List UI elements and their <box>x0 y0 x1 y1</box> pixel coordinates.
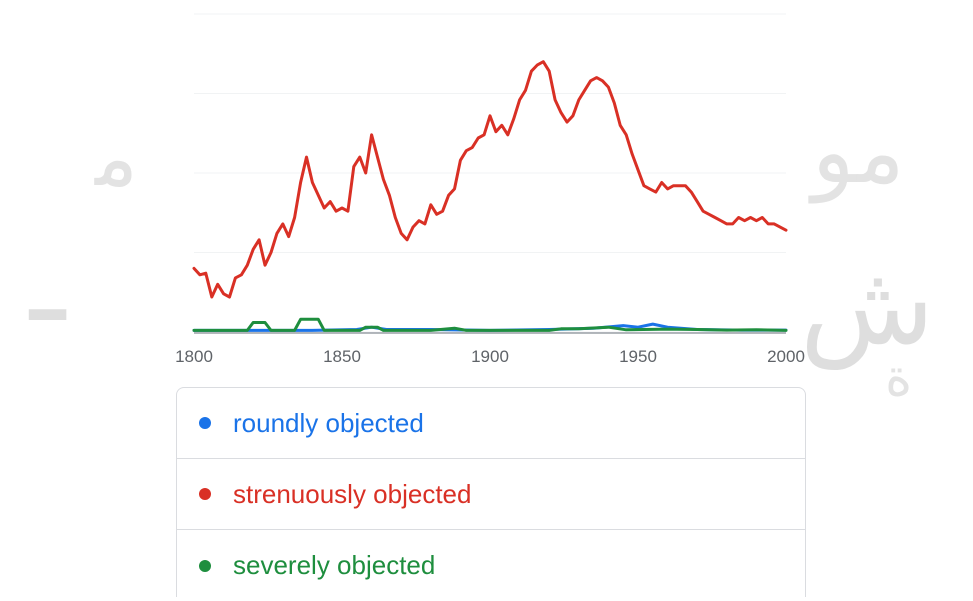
x-tick-label: 1900 <box>471 347 509 366</box>
x-axis-ticks: 1800 1850 1900 1950 2000 <box>175 347 805 366</box>
watermark-glyph: ـ <box>30 210 66 349</box>
ngram-line-chart: 1800 1850 1900 1950 2000 <box>175 13 805 366</box>
watermark-glyph: ش <box>800 241 935 369</box>
series-line-severely <box>192 317 788 332</box>
x-tick-label: 2000 <box>767 347 805 366</box>
grid-lines <box>194 13 786 333</box>
x-tick-label: 1850 <box>323 347 361 366</box>
legend-item-strenuously[interactable]: strenuously objected <box>177 459 805 530</box>
series-line-strenuously <box>192 60 788 299</box>
x-tick-label: 1800 <box>175 347 213 366</box>
legend-dot-strenuously <box>199 488 211 500</box>
legend-label: roundly objected <box>233 407 424 438</box>
watermark-glyph: ة <box>885 348 913 408</box>
watermark-glyph: ﻣ <box>95 111 138 204</box>
watermark-glyph: مو <box>812 100 905 203</box>
x-tick-label: 1950 <box>619 347 657 366</box>
legend-label: strenuously objected <box>233 478 472 509</box>
legend-item-severely[interactable]: severely objected <box>177 530 805 601</box>
legend-item-roundly[interactable]: roundly objected <box>177 388 805 459</box>
legend-label: severely objected <box>233 550 436 580</box>
legend-dot-roundly <box>199 417 211 429</box>
legend: roundly objected strenuously objected se… <box>176 387 806 597</box>
legend-dot-severely <box>199 559 211 572</box>
series-lines <box>192 60 788 332</box>
